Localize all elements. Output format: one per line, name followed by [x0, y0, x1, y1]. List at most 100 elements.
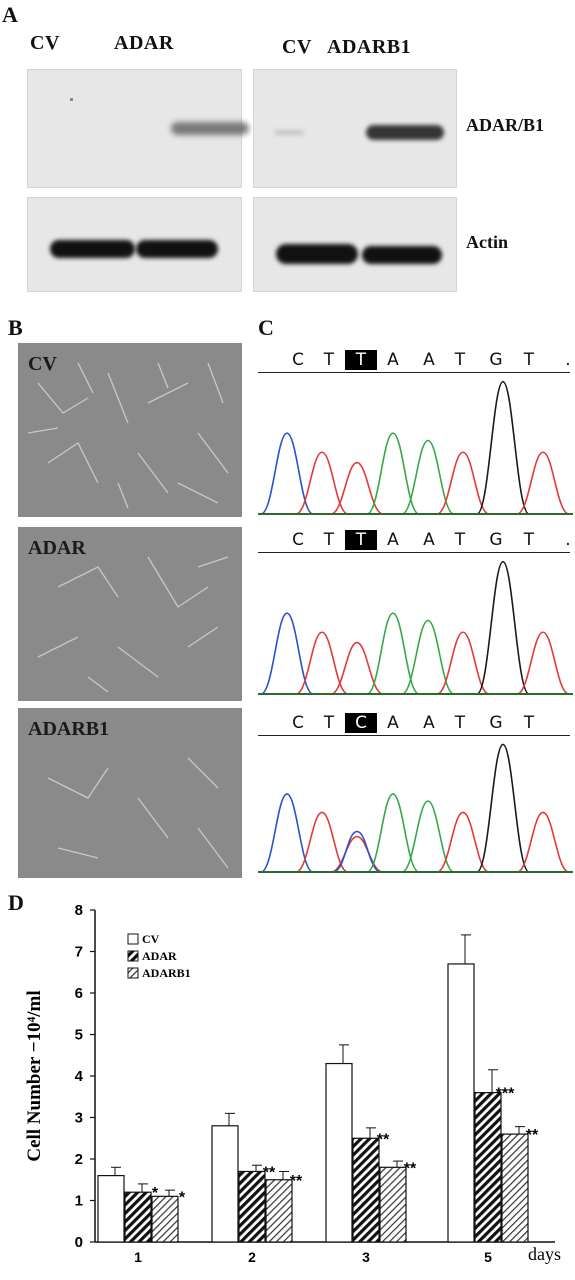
trace-peak: [401, 800, 455, 873]
trace-peak: [330, 461, 384, 515]
trace-peak: [295, 811, 349, 873]
lane-label-adar: ADAR: [114, 32, 174, 54]
sequence-base: T: [454, 530, 466, 550]
sequence-base: T: [454, 713, 466, 733]
bar-cv: [325, 1062, 353, 1243]
sequence-base: T: [523, 713, 535, 733]
sequence-base: G: [489, 713, 503, 733]
trace-peak: [295, 631, 349, 695]
bar-adar: [474, 1092, 502, 1243]
trace-peak: [260, 612, 314, 695]
bar-adar: [352, 1137, 380, 1243]
micrograph-cv: CV: [18, 343, 242, 517]
chromatogram-trace: [258, 743, 573, 873]
band-adarb1: [366, 125, 444, 140]
legend-label: CV: [142, 932, 160, 946]
sequence-base: T: [323, 530, 335, 550]
y-tick-label: 8: [75, 902, 83, 919]
lane-label-cv-left: CV: [30, 32, 60, 54]
sequence-base: A: [423, 530, 435, 550]
chromatogram-trace: [258, 380, 573, 515]
x-tick-label: 5: [484, 1249, 492, 1265]
highlighted-base: C: [345, 713, 377, 733]
legend-swatch: [127, 967, 139, 979]
y-tick-label: 4: [75, 1068, 84, 1085]
sequence-base: A: [387, 530, 399, 550]
significance-stars: *: [179, 1189, 186, 1206]
sequence-rule: [258, 735, 570, 736]
significance-stars: **: [263, 1164, 276, 1181]
cell-texture: [27, 362, 229, 509]
cell-texture: [37, 556, 229, 693]
x-axis-label: days: [528, 1244, 561, 1264]
y-axis-label: Cell Number −10⁴/ml: [24, 990, 45, 1161]
band-faint: [274, 130, 304, 135]
x-tick-label: 3: [362, 1249, 370, 1265]
panel-letter-b: B: [8, 315, 23, 340]
trace-peak: [401, 619, 455, 695]
trace-peak: [436, 451, 490, 515]
blot-adar-top: [27, 69, 249, 188]
legend-label: ADAR: [142, 949, 177, 963]
significance-stars: *: [152, 1185, 159, 1202]
trace-peak: [516, 451, 570, 515]
sequence-base: A: [423, 713, 435, 733]
blot-actin-right: [253, 197, 457, 292]
row-label-actin: Actin: [466, 232, 508, 252]
trace-peak: [436, 811, 490, 873]
panel-letter-d: D: [8, 890, 24, 915]
panel-letter-c: C: [258, 315, 274, 340]
micrograph-label-cv: CV: [28, 353, 57, 375]
legend-swatch: [127, 950, 139, 962]
panel-letter-a: A: [2, 2, 18, 27]
trace-peak: [260, 432, 314, 515]
sequence-base: G: [489, 350, 503, 370]
y-tick-label: 0: [75, 1234, 83, 1251]
sequence-base: A: [387, 350, 399, 370]
lane-label-cv-right: CV: [282, 36, 312, 58]
micrograph-adar: ADAR: [18, 527, 242, 701]
sequence-base: A: [423, 350, 435, 370]
significance-stars: ***: [496, 1086, 515, 1103]
bar-adar: [124, 1191, 152, 1243]
legend-swatch: [127, 933, 139, 945]
blot-actin-left: [27, 197, 242, 292]
bar-adar: [238, 1170, 266, 1243]
trace-peak: [476, 380, 530, 515]
trace-peak: [260, 793, 314, 873]
sequence-base: G: [489, 530, 503, 550]
trace-peak-secondary: [332, 830, 382, 873]
sequence-base: .: [565, 350, 571, 370]
band-actin-cv2: [276, 244, 358, 264]
sequence-base: T: [454, 350, 466, 370]
trace-peak: [516, 811, 570, 873]
y-tick-label: 6: [75, 985, 83, 1002]
sequence-base: A: [387, 713, 399, 733]
cell-texture: [47, 757, 229, 869]
significance-stars: **: [526, 1127, 539, 1144]
trace-peak: [516, 631, 570, 695]
lane-label-adarb1: ADARB1: [327, 36, 412, 58]
sequence-base: T: [323, 713, 335, 733]
bar-adarb1: [379, 1166, 407, 1243]
micrograph-label-adar: ADAR: [28, 537, 86, 559]
sequence-rule: [258, 372, 570, 373]
y-tick-label: 3: [75, 1110, 83, 1127]
legend-label: ADARB1: [142, 966, 191, 980]
band-actin-adar: [136, 240, 218, 258]
trace-peak: [330, 641, 384, 695]
sequence-base: C: [292, 530, 304, 550]
sequence-base: T: [523, 530, 535, 550]
x-tick-label: 2: [248, 1249, 256, 1265]
significance-stars: **: [290, 1173, 303, 1190]
sequence-base: T: [323, 350, 335, 370]
sequence-base: C: [292, 350, 304, 370]
band-adar: [171, 122, 249, 135]
sequence-base: .: [565, 530, 571, 550]
speck: [70, 98, 73, 101]
band-actin-adarb1: [362, 246, 442, 264]
trace-peak: [366, 793, 420, 873]
x-tick-label: 1: [134, 1249, 142, 1265]
